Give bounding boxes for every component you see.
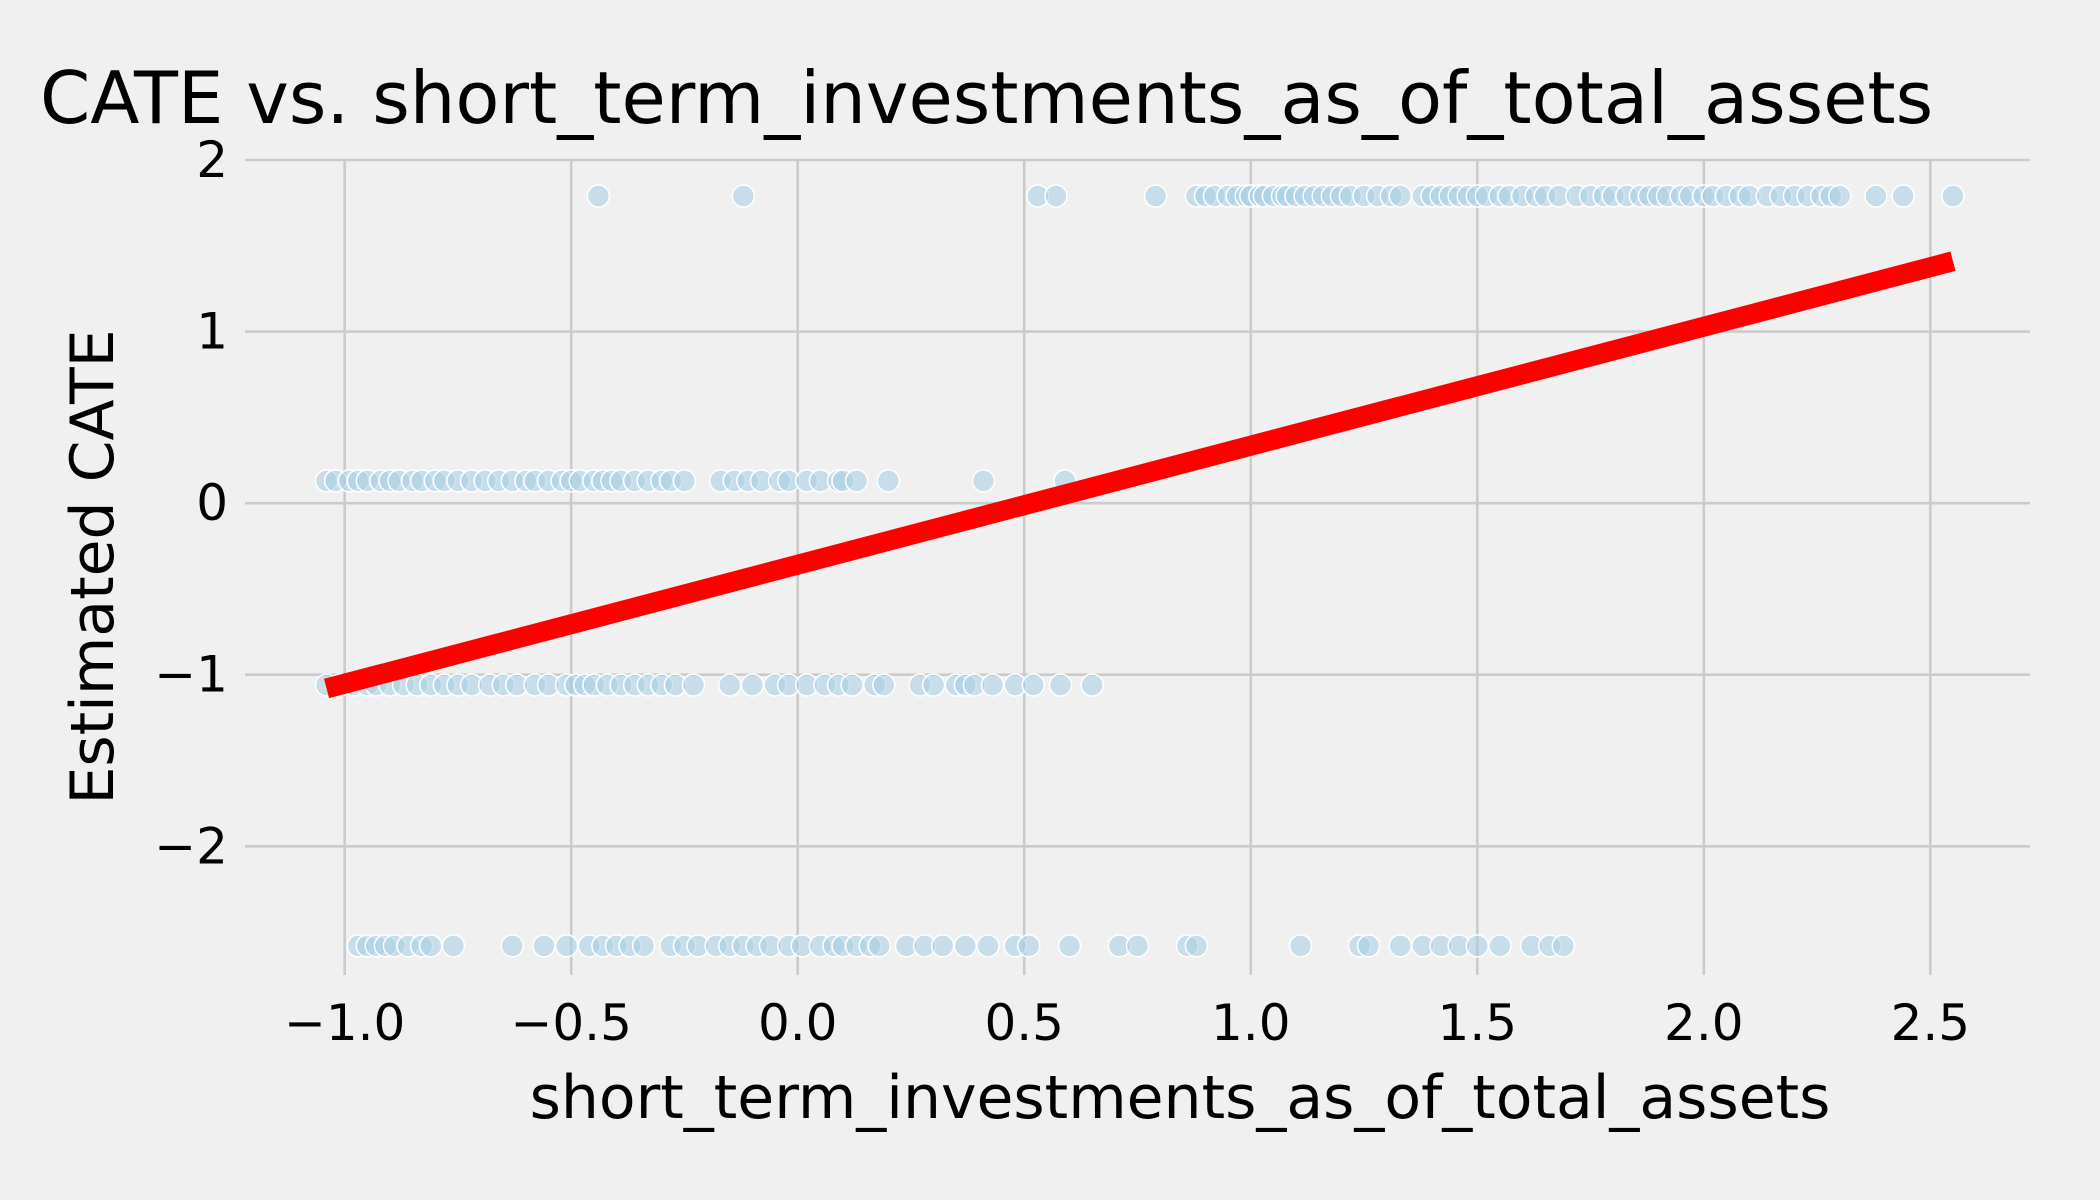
scatter-point <box>718 673 742 697</box>
scatter-point <box>953 934 978 958</box>
scatter-point <box>971 469 996 493</box>
scatter-point <box>1143 184 1168 208</box>
scatter-point <box>1021 673 1046 697</box>
scatter-point <box>921 673 946 697</box>
scatter-point <box>681 673 706 697</box>
scatter-point <box>1827 184 1852 208</box>
scatter-point <box>1184 934 1209 958</box>
scatter-point <box>1388 934 1413 958</box>
scatter-point <box>930 934 955 958</box>
scatter-point <box>1048 673 1073 697</box>
scatter-point <box>1891 184 1915 208</box>
x-tick-labels: −1.0 −0.5 0.0 0.5 1.0 1.5 2.0 2.5 <box>284 994 1970 1052</box>
y-tick-label: 0 <box>196 474 228 532</box>
x-tick-label: 0.0 <box>758 994 838 1052</box>
scatter-point <box>1017 934 1041 958</box>
scatter-point <box>876 469 901 493</box>
y-axis-label: Estimated CATE <box>58 329 128 804</box>
scatter-point <box>731 184 756 208</box>
x-tick-label: 0.5 <box>984 994 1064 1052</box>
scatter-point <box>532 934 556 958</box>
x-tick-label: 1.5 <box>1438 994 1518 1052</box>
scatter-point <box>1488 934 1512 958</box>
scatter-point <box>1080 673 1104 697</box>
scatter-point <box>1125 934 1150 958</box>
scatter-point <box>631 934 656 958</box>
scatter-point <box>1044 184 1068 208</box>
scatter-point <box>1288 934 1313 958</box>
y-tick-label: −1 <box>154 646 228 704</box>
scatter-point <box>1388 184 1413 208</box>
scatter-point <box>1057 934 1082 958</box>
scatter-point <box>840 673 864 697</box>
x-tick-label: 2.0 <box>1664 994 1744 1052</box>
y-tick-label: −2 <box>154 817 228 875</box>
scatter-point <box>867 934 892 958</box>
scatter-point <box>672 469 697 493</box>
scatter-point <box>500 934 525 958</box>
x-tick-label: 1.0 <box>1211 994 1291 1052</box>
y-tick-label: 2 <box>196 131 228 189</box>
scatter-point <box>1864 184 1888 208</box>
scatter-point <box>844 469 869 493</box>
scatter-point <box>418 934 443 958</box>
x-tick-label: 2.5 <box>1891 994 1971 1052</box>
x-tick-label: −0.5 <box>510 994 631 1052</box>
trend-line-layer <box>324 251 1956 699</box>
scatter-point <box>1551 934 1576 958</box>
trend-line <box>324 251 1956 699</box>
chart-title: CATE vs. short_term_investments_as_of_to… <box>40 56 1933 140</box>
x-axis-label: short_term_investments_as_of_total_asset… <box>530 1063 1831 1133</box>
scatter-point <box>976 934 1000 958</box>
scatter-point <box>980 673 1005 697</box>
scatter-points <box>314 184 1965 958</box>
y-tick-labels: −2 −1 0 1 2 <box>154 131 228 875</box>
scatter-point <box>441 934 466 958</box>
scatter-point <box>1465 934 1490 958</box>
y-tick-label: 1 <box>196 303 228 361</box>
scatter-point <box>872 673 896 697</box>
scatter-point <box>1356 934 1381 958</box>
scatter-point <box>740 673 765 697</box>
scatter-point <box>1941 184 1965 208</box>
scatter-point <box>586 184 611 208</box>
x-tick-label: −1.0 <box>284 994 405 1052</box>
scatter-point <box>554 934 579 958</box>
